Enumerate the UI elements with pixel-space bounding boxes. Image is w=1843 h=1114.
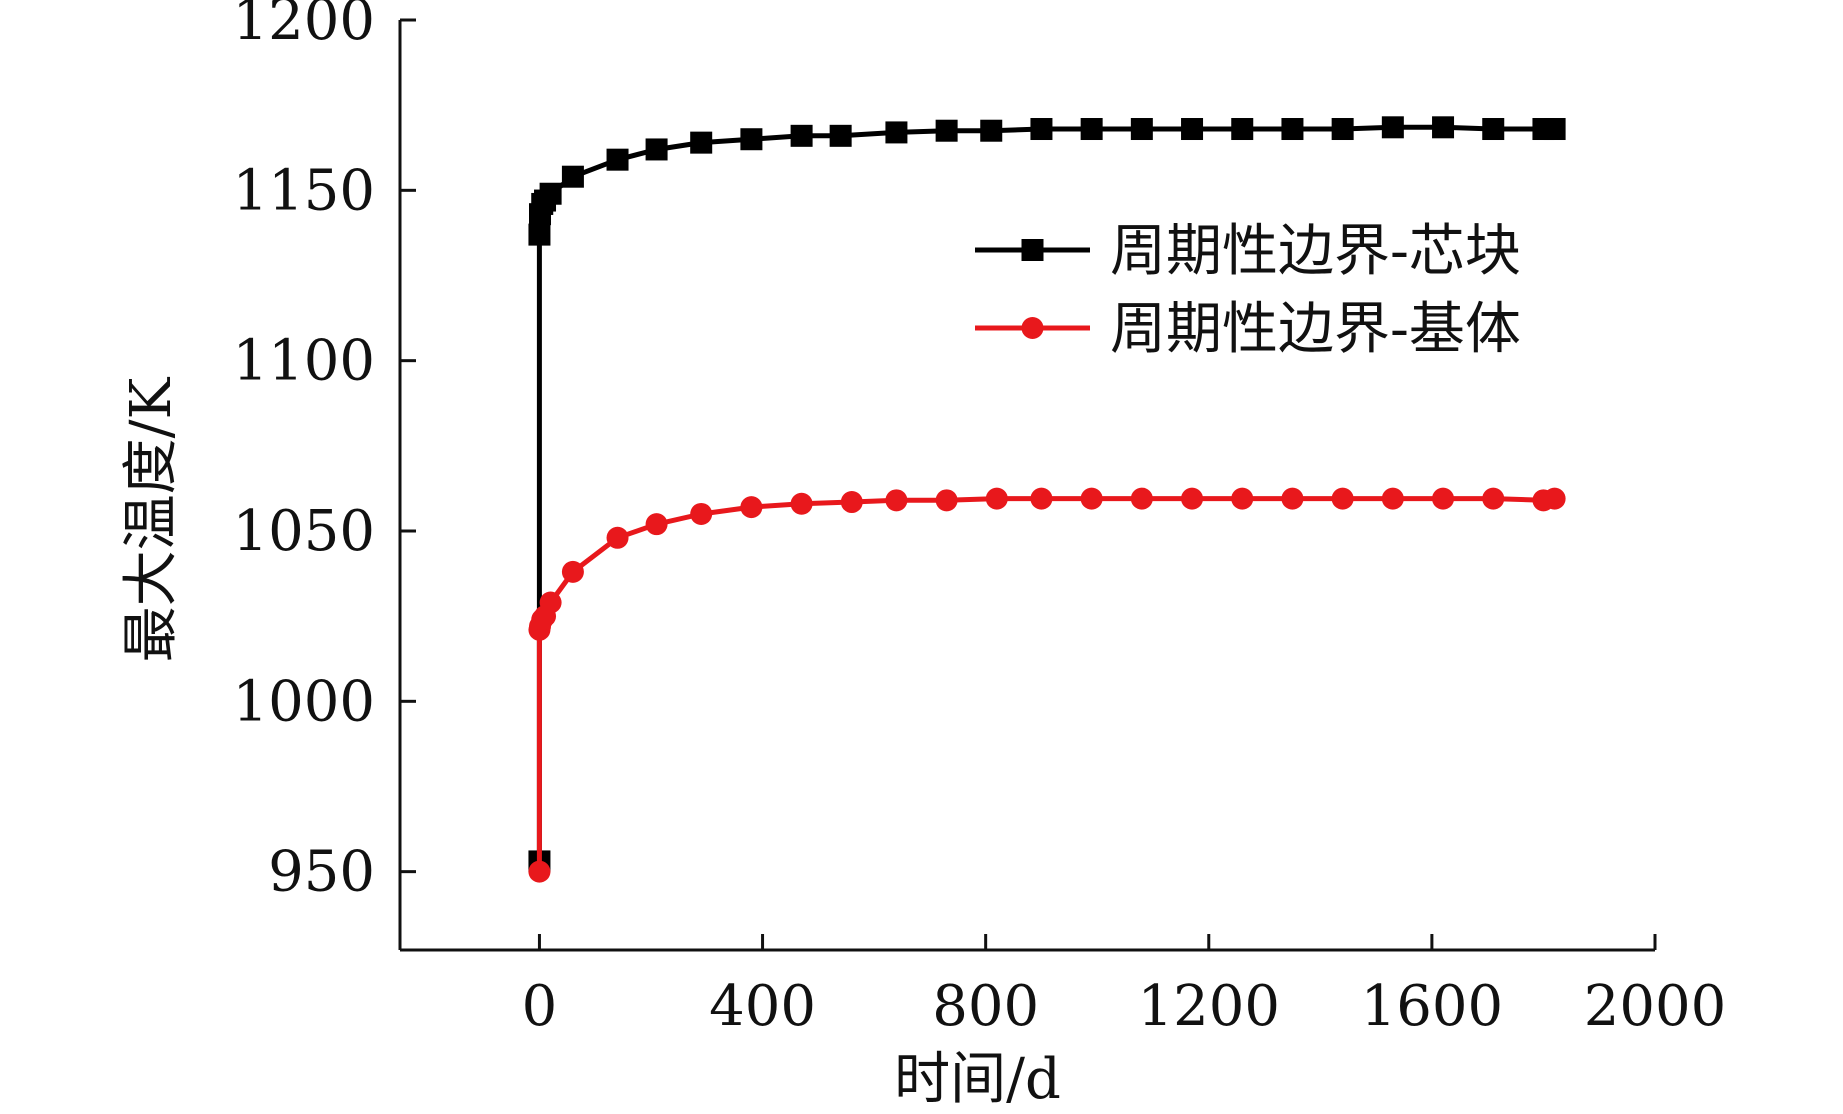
- data-point: [740, 128, 763, 151]
- data-point: [985, 487, 1008, 510]
- series-pellet: [528, 116, 1566, 873]
- axes: [398, 20, 1655, 952]
- x-tick-label: 400: [709, 974, 816, 1039]
- data-point: [1080, 487, 1103, 510]
- legend-item-pellet: 周期性边界-芯块: [975, 219, 1521, 284]
- y-tick-label: 1200: [232, 0, 375, 53]
- y-tick-label: 1100: [232, 329, 375, 394]
- series-line: [536, 496, 1555, 872]
- y-tick-label: 1150: [232, 158, 375, 223]
- data-point: [790, 124, 813, 147]
- data-point: [1432, 116, 1455, 139]
- x-axis-ticks: 0 400 800 1200 1600 2000: [522, 934, 1727, 1039]
- data-point: [1381, 116, 1404, 139]
- data-point: [1331, 118, 1354, 141]
- data-point: [1181, 487, 1204, 510]
- data-point: [606, 526, 629, 549]
- data-point: [1080, 118, 1103, 141]
- data-point: [840, 491, 863, 514]
- data-point: [1331, 487, 1354, 510]
- x-tick-label: 2000: [1584, 974, 1727, 1039]
- y-tick-label: 950: [268, 840, 375, 905]
- x-tick-label: 1600: [1361, 974, 1504, 1039]
- data-point: [539, 591, 562, 614]
- data-point: [1381, 487, 1404, 510]
- data-point: [935, 119, 958, 142]
- data-point: [645, 513, 668, 536]
- data-point: [829, 124, 852, 147]
- x-tick-label: 1200: [1138, 974, 1281, 1039]
- data-point: [690, 131, 713, 154]
- y-tick-label: 1000: [232, 669, 375, 734]
- data-point: [1482, 487, 1505, 510]
- data-point: [1432, 487, 1455, 510]
- data-point: [539, 182, 562, 205]
- data-point: [980, 119, 1003, 142]
- y-axis-ticks: 950 1000 1050 1100 1150 1200: [232, 0, 416, 905]
- series-layer: [528, 116, 1566, 883]
- legend-label: 周期性边界-基体: [1110, 297, 1521, 362]
- data-point: [790, 492, 813, 515]
- data-point: [1231, 118, 1254, 141]
- legend-item-matrix: 周期性边界-基体: [975, 297, 1521, 362]
- data-point: [935, 489, 958, 512]
- data-point: [1281, 487, 1304, 510]
- data-point: [885, 489, 908, 512]
- y-axis-title: 最大温度/K: [119, 376, 184, 662]
- x-tick-label: 0: [522, 974, 558, 1039]
- data-point: [740, 496, 763, 519]
- x-tick-label: 800: [932, 974, 1039, 1039]
- data-point: [1231, 487, 1254, 510]
- data-point: [1281, 118, 1304, 141]
- x-axis-title: 时间/d: [894, 1047, 1061, 1112]
- data-point: [561, 165, 584, 188]
- data-point: [606, 148, 629, 171]
- data-point: [528, 223, 551, 246]
- series-matrix: [528, 487, 1566, 883]
- data-point: [690, 502, 713, 525]
- data-point: [1482, 118, 1505, 141]
- y-tick-label: 1050: [232, 499, 375, 564]
- data-point: [561, 560, 584, 583]
- data-point: [1130, 487, 1153, 510]
- data-point: [885, 121, 908, 144]
- legend: 周期性边界-芯块 周期性边界-基体: [975, 219, 1521, 362]
- legend-swatch-square-marker: [1021, 239, 1044, 261]
- data-point: [1181, 118, 1204, 141]
- data-point: [1543, 118, 1566, 141]
- data-point: [1030, 118, 1053, 141]
- legend-label: 周期性边界-芯块: [1110, 219, 1521, 284]
- data-point: [528, 860, 551, 883]
- legend-swatch-circle-marker: [1021, 317, 1044, 339]
- data-point: [1030, 487, 1053, 510]
- data-point: [1130, 118, 1153, 141]
- data-point: [1543, 487, 1566, 510]
- data-point: [645, 138, 668, 161]
